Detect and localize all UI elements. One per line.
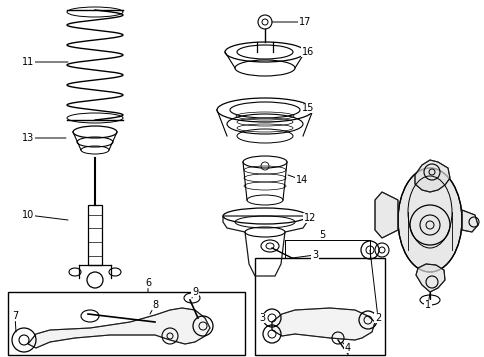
Text: 6: 6 (145, 278, 151, 292)
Polygon shape (272, 308, 374, 340)
Text: 4: 4 (341, 342, 350, 353)
Bar (255, 258, 384, 355)
Text: 12: 12 (303, 213, 316, 223)
Ellipse shape (397, 168, 461, 272)
Text: 5: 5 (318, 230, 324, 240)
Text: 14: 14 (287, 175, 307, 185)
Text: 9: 9 (192, 287, 197, 298)
Polygon shape (414, 160, 449, 192)
Text: 7: 7 (12, 311, 18, 332)
Text: 8: 8 (150, 300, 158, 314)
Polygon shape (415, 264, 444, 292)
Text: 15: 15 (301, 103, 314, 113)
Text: 3: 3 (258, 313, 265, 323)
Polygon shape (374, 192, 397, 238)
Polygon shape (461, 210, 477, 232)
Bar (88, 205, 102, 265)
Polygon shape (28, 308, 210, 348)
Text: 16: 16 (301, 47, 314, 57)
Text: 3: 3 (291, 250, 318, 260)
Bar (8, 292, 244, 355)
Text: 2: 2 (369, 250, 380, 323)
Text: 17: 17 (272, 17, 311, 27)
Text: 10: 10 (22, 210, 68, 220)
Text: 1: 1 (424, 293, 430, 310)
Text: 13: 13 (22, 133, 66, 143)
Text: 11: 11 (22, 57, 68, 67)
